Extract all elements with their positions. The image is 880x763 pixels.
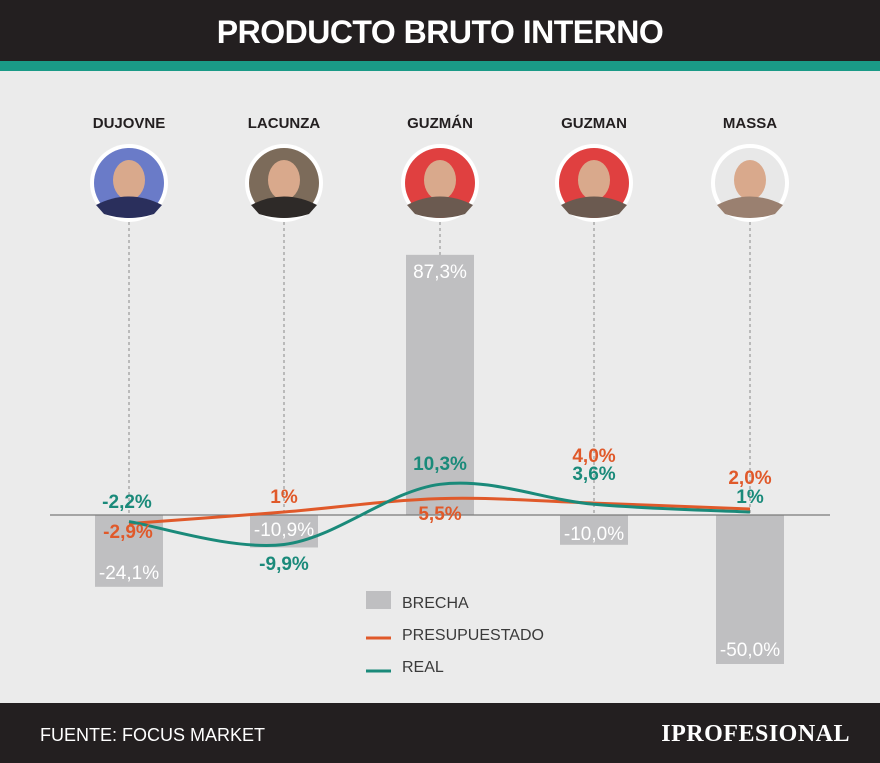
avatar-guzman	[555, 144, 633, 222]
avatar-face	[268, 160, 300, 200]
real-label-2: 10,3%	[413, 454, 467, 475]
chart-title: PRODUCTO BRUTO INTERNO	[0, 0, 880, 61]
accent-stripe	[0, 61, 880, 71]
presupuestado-label-0: -2,9%	[103, 522, 153, 543]
bar-label-1: -10,9%	[254, 520, 314, 541]
legend-label-presupuestado: PRESUPUESTADO	[402, 627, 544, 644]
avatar-suit	[561, 196, 627, 218]
legend-swatch-brecha	[366, 591, 391, 609]
avatar-suit	[407, 196, 473, 218]
legend-label-real: REAL	[402, 659, 444, 676]
avatar-lacunza	[245, 144, 323, 222]
avatar-face	[113, 160, 145, 200]
real-label-3: 3,6%	[572, 464, 615, 485]
source-text: FUENTE: FOCUS MARKET	[40, 725, 266, 745]
real-label-1: -9,9%	[259, 554, 309, 575]
bar-brecha-4	[716, 515, 784, 664]
avatar-guzmán	[401, 144, 479, 222]
minister-name: LACUNZA	[248, 115, 321, 132]
avatar-massa	[711, 144, 789, 222]
minister-name: DUJOVNE	[93, 115, 166, 132]
bar-brecha-3	[560, 515, 628, 545]
minister-name: GUZMÁN	[407, 115, 473, 132]
legend-label-brecha: BRECHA	[402, 595, 469, 612]
real-label-0: -2,2%	[102, 492, 152, 513]
avatar-face	[734, 160, 766, 200]
avatar-suit	[251, 196, 317, 218]
bar-label-4: -50,0%	[720, 640, 780, 661]
bar-label-3: -10,0%	[564, 524, 624, 545]
presupuestado-label-1: 1%	[270, 487, 298, 508]
logo: IPROFESIONAL	[661, 721, 850, 747]
avatar-suit	[96, 196, 162, 218]
minister-name: GUZMAN	[561, 115, 627, 132]
presupuestado-label-4: 2,0%	[728, 468, 771, 489]
bar-brecha-2	[406, 254, 474, 515]
avatar-suit	[717, 196, 783, 218]
minister-name: MASSA	[723, 115, 777, 132]
avatar-face	[578, 160, 610, 200]
line-real	[128, 481, 751, 547]
line-presupuestado	[128, 496, 751, 526]
footer: FUENTE: FOCUS MARKET IPROFESIONAL	[0, 703, 880, 763]
bar-label-0: -24,1%	[99, 563, 159, 584]
presupuestado-label-2: 5,5%	[418, 504, 461, 525]
avatar-dujovne	[90, 144, 168, 222]
bar-label-2: 87,3%	[413, 262, 467, 283]
avatar-face	[424, 160, 456, 200]
bar-brecha-1	[250, 515, 318, 548]
real-label-4: 1%	[736, 487, 764, 508]
presupuestado-label-3: 4,0%	[572, 446, 615, 467]
